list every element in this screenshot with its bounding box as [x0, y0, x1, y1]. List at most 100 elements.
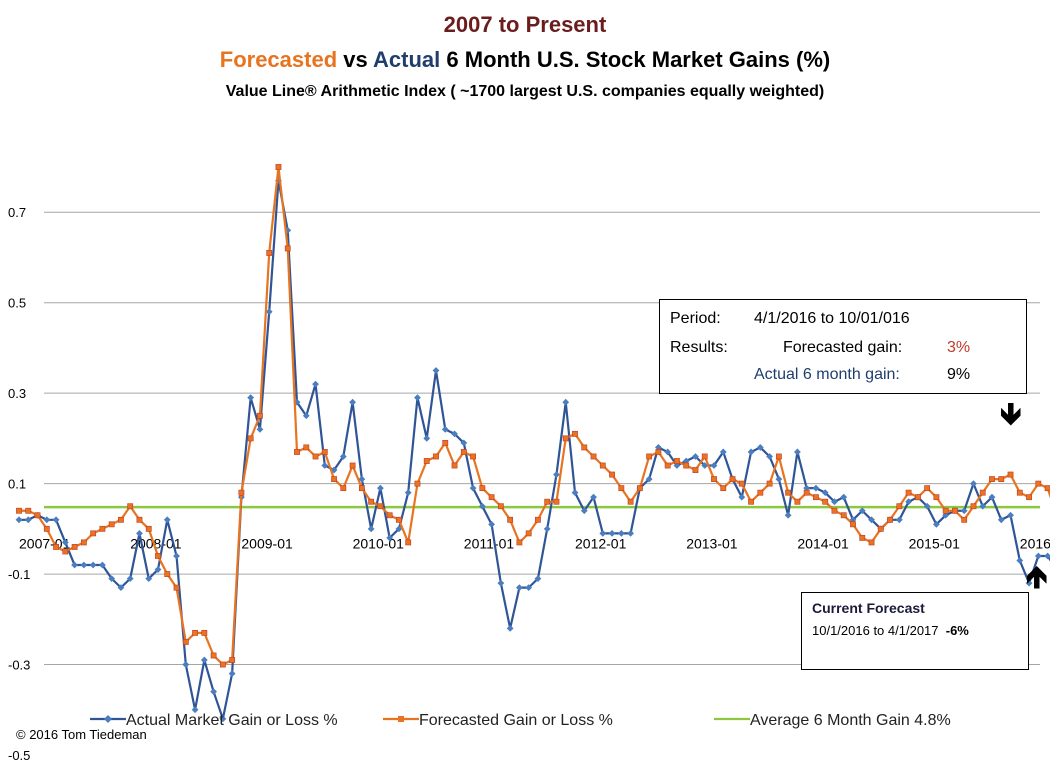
data-point: [201, 629, 208, 636]
data-point: [488, 520, 495, 528]
data-point: [1007, 511, 1014, 519]
data-point: [720, 485, 727, 492]
data-point: [599, 462, 606, 469]
x-tick-label: 2013-01: [686, 535, 738, 551]
data-point: [80, 539, 87, 546]
data-point: [442, 440, 449, 446]
x-tick-label: 2012-01: [575, 535, 627, 551]
data-point: [99, 561, 106, 569]
data-point: [775, 453, 782, 460]
data-point: [895, 516, 903, 524]
chart-title: 2007 to Present: [443, 12, 607, 37]
data-point: [284, 226, 292, 234]
y-tick-label: -0.3: [8, 658, 30, 673]
data-point: [543, 525, 551, 533]
period-label: Period:: [670, 310, 721, 327]
data-point: [339, 453, 347, 460]
data-point: [479, 485, 486, 492]
data-point: [108, 575, 116, 582]
data-point: [229, 657, 236, 663]
data-point: [414, 480, 421, 487]
data-point: [580, 507, 588, 515]
y-tick-label: 0.3: [8, 386, 26, 401]
x-tick-label: 2010-01: [353, 535, 405, 551]
data-point: [840, 493, 848, 501]
forecast-gain-value: 3%: [947, 339, 971, 356]
data-point: [813, 494, 819, 501]
data-point: [108, 521, 115, 528]
current-forecast-body: 10/1/2016 to 4/1/2017 -6%: [812, 623, 969, 638]
up-arrow-icon: 🡹: [1026, 561, 1048, 594]
data-point: [645, 475, 653, 483]
data-point: [349, 462, 356, 469]
data-point: [257, 412, 263, 419]
data-point: [460, 439, 468, 447]
data-point: [396, 516, 402, 523]
data-point: [62, 548, 69, 555]
data-point: [16, 507, 22, 514]
data-point: [284, 245, 291, 252]
subtitle-vs: vs: [337, 47, 374, 72]
data-point: [460, 449, 467, 455]
data-point: [775, 475, 783, 483]
data-point: [145, 575, 153, 582]
data-point: [998, 476, 1005, 482]
data-point: [794, 498, 801, 505]
data-point: [451, 430, 458, 438]
data-point: [535, 516, 541, 523]
data-point: [275, 164, 282, 170]
down-arrow-icon: 🡻: [1000, 398, 1022, 431]
data-point: [1016, 557, 1024, 564]
data-point: [312, 380, 319, 388]
data-point: [210, 688, 217, 696]
grid-lines: [44, 211, 1040, 666]
data-point: [618, 485, 625, 492]
current-forecast-heading: Current Forecast: [812, 600, 925, 616]
data-point: [719, 448, 727, 456]
data-point: [747, 448, 755, 456]
data-point: [729, 476, 736, 482]
legend-marker: [398, 716, 404, 722]
data-point: [404, 489, 412, 497]
data-point: [553, 471, 560, 478]
data-point: [617, 529, 625, 537]
data-point: [451, 462, 458, 469]
x-tick-label: 2011-01: [464, 535, 515, 551]
data-point: [34, 512, 41, 519]
data-point: [321, 462, 329, 469]
data-point: [748, 498, 754, 505]
data-point: [43, 516, 51, 524]
data-point: [432, 367, 440, 374]
data-point: [905, 489, 912, 496]
data-point: [89, 561, 97, 569]
data-point: [784, 511, 792, 519]
data-point: [405, 539, 412, 546]
data-point: [386, 512, 393, 519]
data-point: [627, 529, 634, 537]
data-point: [970, 480, 977, 488]
period-results-box: Period: 4/1/2016 to 10/01/016 Results: F…: [659, 299, 1027, 394]
data-point: [905, 498, 912, 506]
data-point: [349, 398, 356, 406]
x-tick-label: 2015-01: [909, 535, 961, 551]
y-tick-label: 0.1: [8, 477, 26, 492]
data-point: [562, 435, 569, 442]
data-point: [553, 498, 560, 505]
data-point: [766, 480, 773, 487]
data-point: [191, 706, 199, 714]
data-point: [99, 525, 106, 532]
data-point: [1026, 494, 1032, 501]
data-point: [321, 449, 328, 455]
data-point: [145, 525, 152, 532]
data-point: [710, 462, 718, 469]
data-point: [182, 639, 189, 645]
data-point: [923, 502, 931, 510]
data-point: [265, 308, 273, 316]
chart-subtitle: Forecasted vs Actual 6 Month U.S. Stock …: [0, 47, 1050, 73]
data-point: [414, 394, 421, 402]
data-point: [247, 394, 255, 402]
y-tick-label: -0.1: [8, 567, 30, 582]
data-point: [182, 661, 190, 668]
data-point: [812, 484, 820, 492]
